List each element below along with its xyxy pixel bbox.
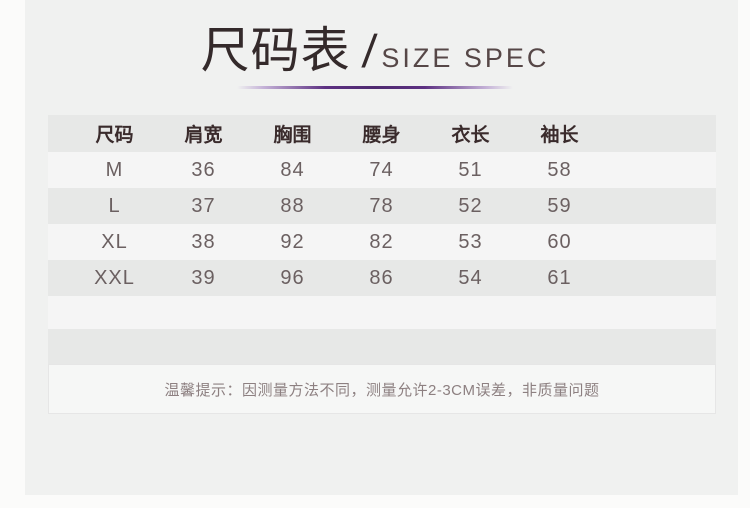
value-cell: 53 [458, 230, 483, 253]
header-cell: 袖长 [540, 125, 579, 146]
spacer-row-gray [48, 329, 716, 364]
title-english: SIZE SPEC [381, 43, 550, 73]
table-header-row: 尺码 肩宽 胸围 腰身 衣长 袖长 [48, 115, 716, 152]
value-cell: 52 [458, 194, 483, 217]
header-cell: 胸围 [273, 125, 312, 146]
size-cell: L [108, 194, 121, 217]
value-cell: 58 [547, 158, 572, 181]
size-cell: M [105, 158, 124, 181]
value-cell: 88 [280, 194, 305, 217]
value-cell: 92 [280, 230, 305, 253]
value-cell: 78 [369, 194, 394, 217]
value-cell: 74 [369, 158, 394, 181]
value-cell: 54 [458, 266, 483, 289]
value-cell: 84 [280, 158, 305, 181]
value-cell: 39 [191, 266, 216, 289]
value-cell: 36 [191, 158, 216, 181]
title-slash: / [359, 25, 379, 77]
title-chinese: 尺码表 [200, 24, 351, 78]
header-cell: 肩宽 [184, 125, 223, 146]
size-cell: XXL [94, 266, 135, 289]
table-row: L 37 88 78 52 59 [48, 188, 716, 224]
header-cell: 衣长 [451, 125, 490, 146]
spacer-row-light [48, 296, 716, 329]
header-cell: 尺码 [95, 125, 134, 146]
size-spec-table: 尺码 肩宽 胸围 腰身 衣长 袖长 M 36 84 74 51 58 L 37 88 78 52 59 XL 38 9… [48, 115, 716, 414]
value-cell: 38 [191, 230, 216, 253]
tip-text: 温馨提示：因测量方法不同，测量允许2-3CM误差，非质量问题 [164, 381, 600, 399]
size-cell: XL [101, 230, 128, 253]
gradient-divider [237, 86, 513, 89]
value-cell: 60 [547, 230, 572, 253]
value-cell: 82 [369, 230, 394, 253]
table-body: M 36 84 74 51 58 L 37 88 78 52 59 XL 38 92 82 53 60 XXL 39 9… [48, 152, 716, 296]
table-row: M 36 84 74 51 58 [48, 152, 716, 188]
value-cell: 59 [547, 194, 572, 217]
value-cell: 86 [369, 266, 394, 289]
header-cell: 腰身 [362, 125, 401, 146]
value-cell: 96 [280, 266, 305, 289]
value-cell: 37 [191, 194, 216, 217]
tip-row: 温馨提示：因测量方法不同，测量允许2-3CM误差，非质量问题 [48, 364, 716, 414]
page-title: 尺码表 / SIZE SPEC [0, 22, 750, 80]
table-row: XL 38 92 82 53 60 [48, 224, 716, 260]
table-row: XXL 39 96 86 54 61 [48, 260, 716, 296]
value-cell: 51 [458, 158, 483, 181]
value-cell: 61 [547, 266, 572, 289]
